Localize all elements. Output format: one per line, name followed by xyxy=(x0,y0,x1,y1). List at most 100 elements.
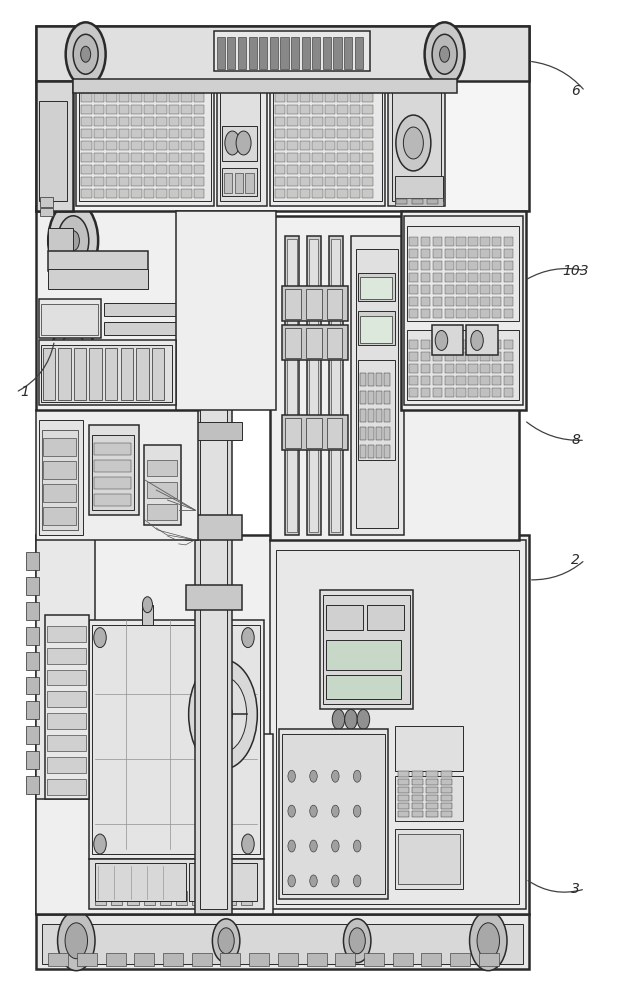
Bar xyxy=(119,153,129,162)
Bar xyxy=(300,153,310,162)
Bar xyxy=(287,105,298,114)
Bar xyxy=(421,297,430,306)
Bar xyxy=(26,677,39,694)
Bar xyxy=(194,117,204,126)
Bar xyxy=(26,652,39,670)
Bar xyxy=(194,153,204,162)
Bar xyxy=(82,93,92,102)
Bar xyxy=(394,726,463,771)
Bar xyxy=(376,427,382,440)
Bar xyxy=(127,891,139,905)
Bar xyxy=(433,261,442,270)
Bar xyxy=(214,31,370,71)
Bar xyxy=(409,352,418,361)
Bar xyxy=(504,273,514,282)
Bar xyxy=(504,237,514,246)
Bar xyxy=(144,105,154,114)
Bar xyxy=(433,364,442,373)
Circle shape xyxy=(396,115,431,171)
Text: 2: 2 xyxy=(571,553,580,567)
Bar xyxy=(235,173,243,193)
Bar xyxy=(106,165,117,174)
Bar xyxy=(156,189,167,198)
Bar xyxy=(376,373,382,386)
Bar xyxy=(480,249,490,258)
Bar xyxy=(131,93,142,102)
Bar xyxy=(217,81,266,206)
Bar xyxy=(144,93,154,102)
Bar xyxy=(249,953,269,966)
Bar xyxy=(412,787,423,793)
Bar xyxy=(362,129,373,138)
Bar xyxy=(312,129,323,138)
Circle shape xyxy=(81,46,91,62)
Bar xyxy=(238,37,246,69)
Bar xyxy=(94,117,104,126)
Bar xyxy=(39,299,102,338)
Circle shape xyxy=(242,628,254,648)
Bar xyxy=(280,37,288,69)
Bar xyxy=(376,409,382,422)
Bar xyxy=(421,364,430,373)
Bar xyxy=(445,309,454,318)
Bar xyxy=(48,228,73,253)
Bar xyxy=(105,348,117,400)
Bar xyxy=(47,648,86,664)
Bar xyxy=(433,352,442,361)
Bar xyxy=(468,340,478,349)
Bar xyxy=(391,86,441,201)
Bar xyxy=(384,409,390,422)
Bar xyxy=(48,365,148,383)
Circle shape xyxy=(354,805,361,817)
Bar xyxy=(169,93,179,102)
Bar xyxy=(89,425,139,515)
Bar xyxy=(309,239,319,532)
Circle shape xyxy=(310,875,317,887)
Bar xyxy=(504,340,514,349)
Circle shape xyxy=(349,928,366,954)
Bar xyxy=(307,236,321,535)
Bar xyxy=(362,93,373,102)
Bar xyxy=(421,261,430,270)
Bar xyxy=(337,117,348,126)
Bar xyxy=(36,535,529,914)
Bar xyxy=(285,289,301,319)
Bar xyxy=(337,165,348,174)
Bar xyxy=(106,117,117,126)
Bar xyxy=(198,605,209,625)
Bar xyxy=(82,105,92,114)
Bar xyxy=(275,93,285,102)
Bar xyxy=(367,605,404,630)
Bar xyxy=(388,81,445,206)
Bar xyxy=(394,829,463,889)
Bar xyxy=(421,388,430,397)
Bar xyxy=(287,153,298,162)
Bar xyxy=(326,640,401,670)
Bar xyxy=(421,953,441,966)
Bar xyxy=(169,153,179,162)
Bar xyxy=(409,261,418,270)
Circle shape xyxy=(332,840,339,852)
Bar xyxy=(189,863,257,901)
Bar xyxy=(492,340,502,349)
Bar xyxy=(480,364,490,373)
Bar xyxy=(479,953,499,966)
Bar xyxy=(331,239,340,532)
Bar xyxy=(480,261,490,270)
Bar xyxy=(480,237,490,246)
Bar xyxy=(26,577,39,595)
Bar xyxy=(445,352,454,361)
Bar xyxy=(94,165,104,174)
Bar xyxy=(181,117,192,126)
Bar xyxy=(48,344,73,366)
Bar xyxy=(144,165,154,174)
Bar xyxy=(156,153,167,162)
Bar xyxy=(445,340,454,349)
Bar xyxy=(409,237,418,246)
Bar xyxy=(325,93,335,102)
Bar xyxy=(312,141,323,150)
Bar xyxy=(421,352,430,361)
Bar xyxy=(181,129,192,138)
Bar xyxy=(285,236,299,535)
Bar xyxy=(126,367,142,385)
